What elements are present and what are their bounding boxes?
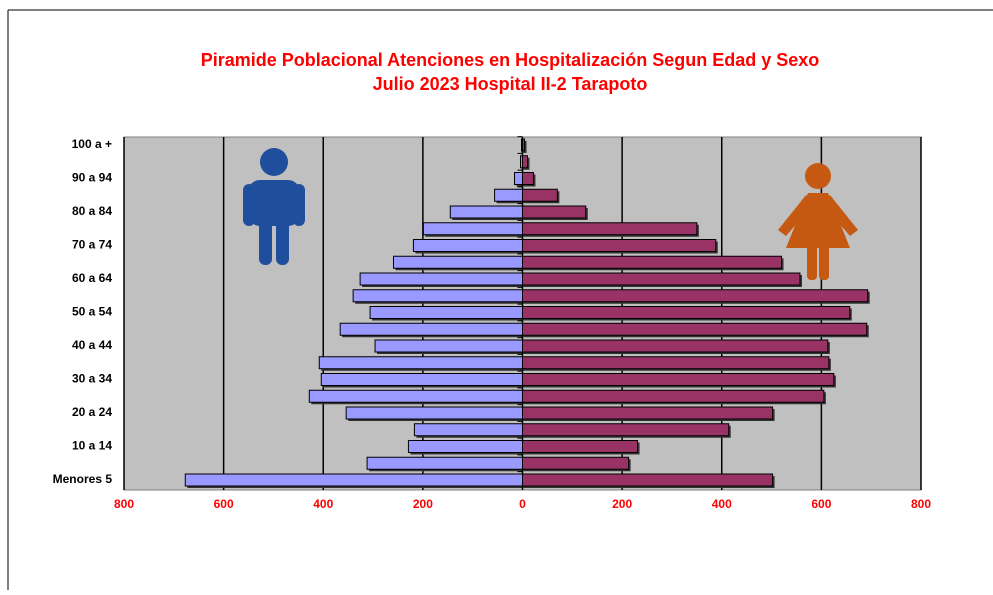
- bar: [522, 188, 558, 202]
- bar: [320, 373, 523, 386]
- bar: [308, 389, 523, 403]
- x-tick-label: 400: [712, 497, 732, 511]
- bar: [522, 205, 587, 219]
- y-tick-label: 100 a +: [72, 137, 112, 151]
- bar: [522, 322, 868, 336]
- x-tick-label: 800: [114, 497, 134, 511]
- bar: [522, 155, 528, 169]
- x-tick-label: 600: [811, 497, 831, 511]
- bar: [522, 255, 783, 269]
- x-tick-label: 0: [519, 497, 526, 511]
- bar: [339, 322, 523, 336]
- bar: [522, 272, 801, 286]
- bar: [413, 423, 523, 437]
- bar: [514, 172, 524, 185]
- bar: [522, 406, 774, 420]
- bar: [522, 339, 829, 353]
- y-tick-label: 90 a 94: [72, 171, 112, 185]
- male-icon: [243, 148, 305, 265]
- bar: [345, 406, 523, 420]
- bar: [318, 356, 524, 370]
- bar: [522, 356, 830, 370]
- x-tick-label: 400: [313, 497, 333, 511]
- bar: [522, 456, 630, 470]
- bar: [366, 456, 523, 470]
- x-tick-label: 200: [612, 497, 632, 511]
- y-tick-label: 30 a 34: [72, 372, 112, 386]
- bar: [422, 222, 524, 236]
- y-tick-label: 20 a 24: [72, 405, 112, 419]
- bar: [374, 339, 523, 353]
- bar: [522, 373, 835, 386]
- bar: [359, 272, 523, 286]
- y-tick-label: 50 a 54: [72, 305, 112, 319]
- bar: [522, 389, 825, 403]
- y-tick-label: Menores 5: [53, 472, 113, 486]
- y-tick-label: 40 a 44: [72, 338, 112, 352]
- bar: [522, 239, 717, 252]
- x-tick-label: 600: [214, 497, 234, 511]
- bar: [522, 172, 534, 185]
- y-tick-label: 70 a 74: [72, 238, 112, 252]
- bars: [184, 138, 870, 488]
- x-tick-label: 800: [911, 497, 931, 511]
- female-icon: [778, 163, 858, 280]
- bar: [392, 255, 523, 269]
- bar: [522, 423, 730, 437]
- bar: [184, 473, 523, 487]
- bar: [522, 440, 639, 453]
- bar: [412, 239, 523, 252]
- bar: [407, 440, 524, 453]
- bar: [352, 289, 524, 303]
- x-tick-label: 200: [413, 497, 433, 511]
- chart-title: Julio 2023 Hospital II-2 Tarapoto: [373, 74, 648, 94]
- bar-shadow: [524, 141, 527, 153]
- bar: [449, 205, 524, 219]
- bar: [494, 188, 524, 202]
- y-tick-label: 10 a 14: [72, 439, 112, 453]
- chart-title: Piramide Poblacional Atenciones en Hospi…: [201, 50, 820, 70]
- bar: [522, 473, 774, 487]
- y-tick-label: 60 a 64: [72, 271, 112, 285]
- y-tick-label: 80 a 84: [72, 204, 112, 218]
- bar: [369, 306, 524, 319]
- bar: [522, 222, 698, 236]
- bar: [522, 306, 851, 319]
- bar: [522, 289, 869, 303]
